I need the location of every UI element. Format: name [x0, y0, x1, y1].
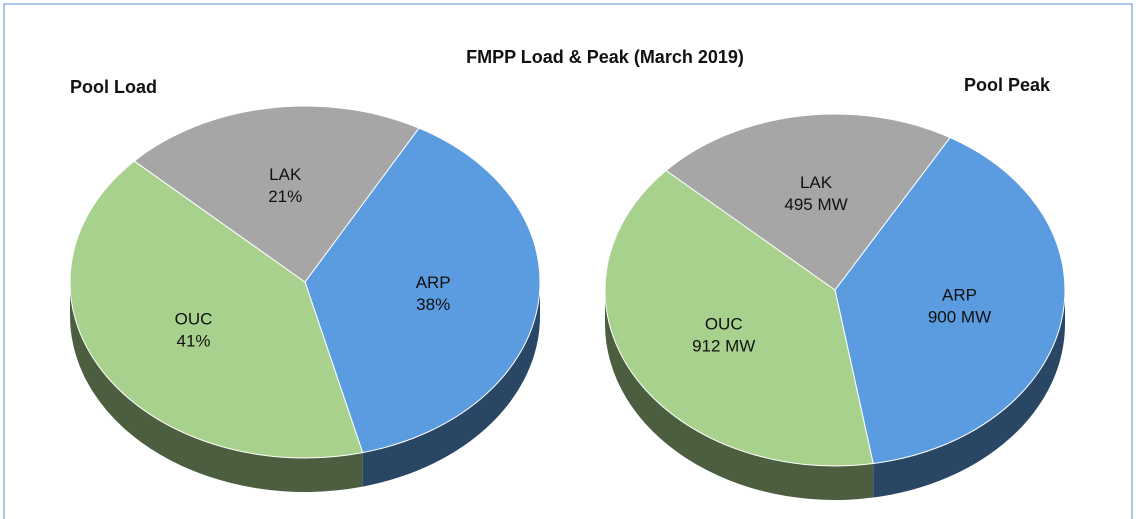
slice-category: OUC — [175, 309, 213, 328]
slice-category: LAK — [800, 173, 833, 192]
pie-tops — [69, 105, 541, 459]
slice-value-label: 41% — [177, 331, 211, 350]
chart-title: FMPP Load & Peak (March 2019) — [466, 47, 744, 67]
pie-side — [873, 290, 1065, 498]
pie-sides — [605, 290, 1065, 500]
slice-value-label: 21% — [268, 187, 302, 206]
slice-category: ARP — [416, 273, 451, 292]
slice-category: OUC — [705, 315, 743, 334]
slice-value-label: 900 MW — [928, 308, 991, 327]
slice-category: ARP — [942, 286, 977, 305]
slice-category: LAK — [269, 165, 302, 184]
pie-tops — [604, 113, 1066, 467]
slice-value-label: 912 MW — [692, 337, 755, 356]
pie-side — [70, 282, 363, 492]
pie-side — [362, 282, 540, 487]
pie-title: Pool Peak — [964, 75, 1051, 95]
pie-slice — [665, 113, 951, 291]
pie-slice — [834, 136, 1066, 465]
pie-slice — [304, 127, 541, 454]
pie-side — [605, 290, 874, 500]
pie-slice — [604, 169, 874, 467]
slice-value-label: 495 MW — [784, 195, 847, 214]
slice-value-label: 38% — [416, 295, 450, 314]
pie-slice — [133, 105, 420, 283]
pie-slice — [69, 160, 364, 459]
pie-sides — [70, 282, 540, 492]
pie-title: Pool Load — [70, 77, 157, 97]
